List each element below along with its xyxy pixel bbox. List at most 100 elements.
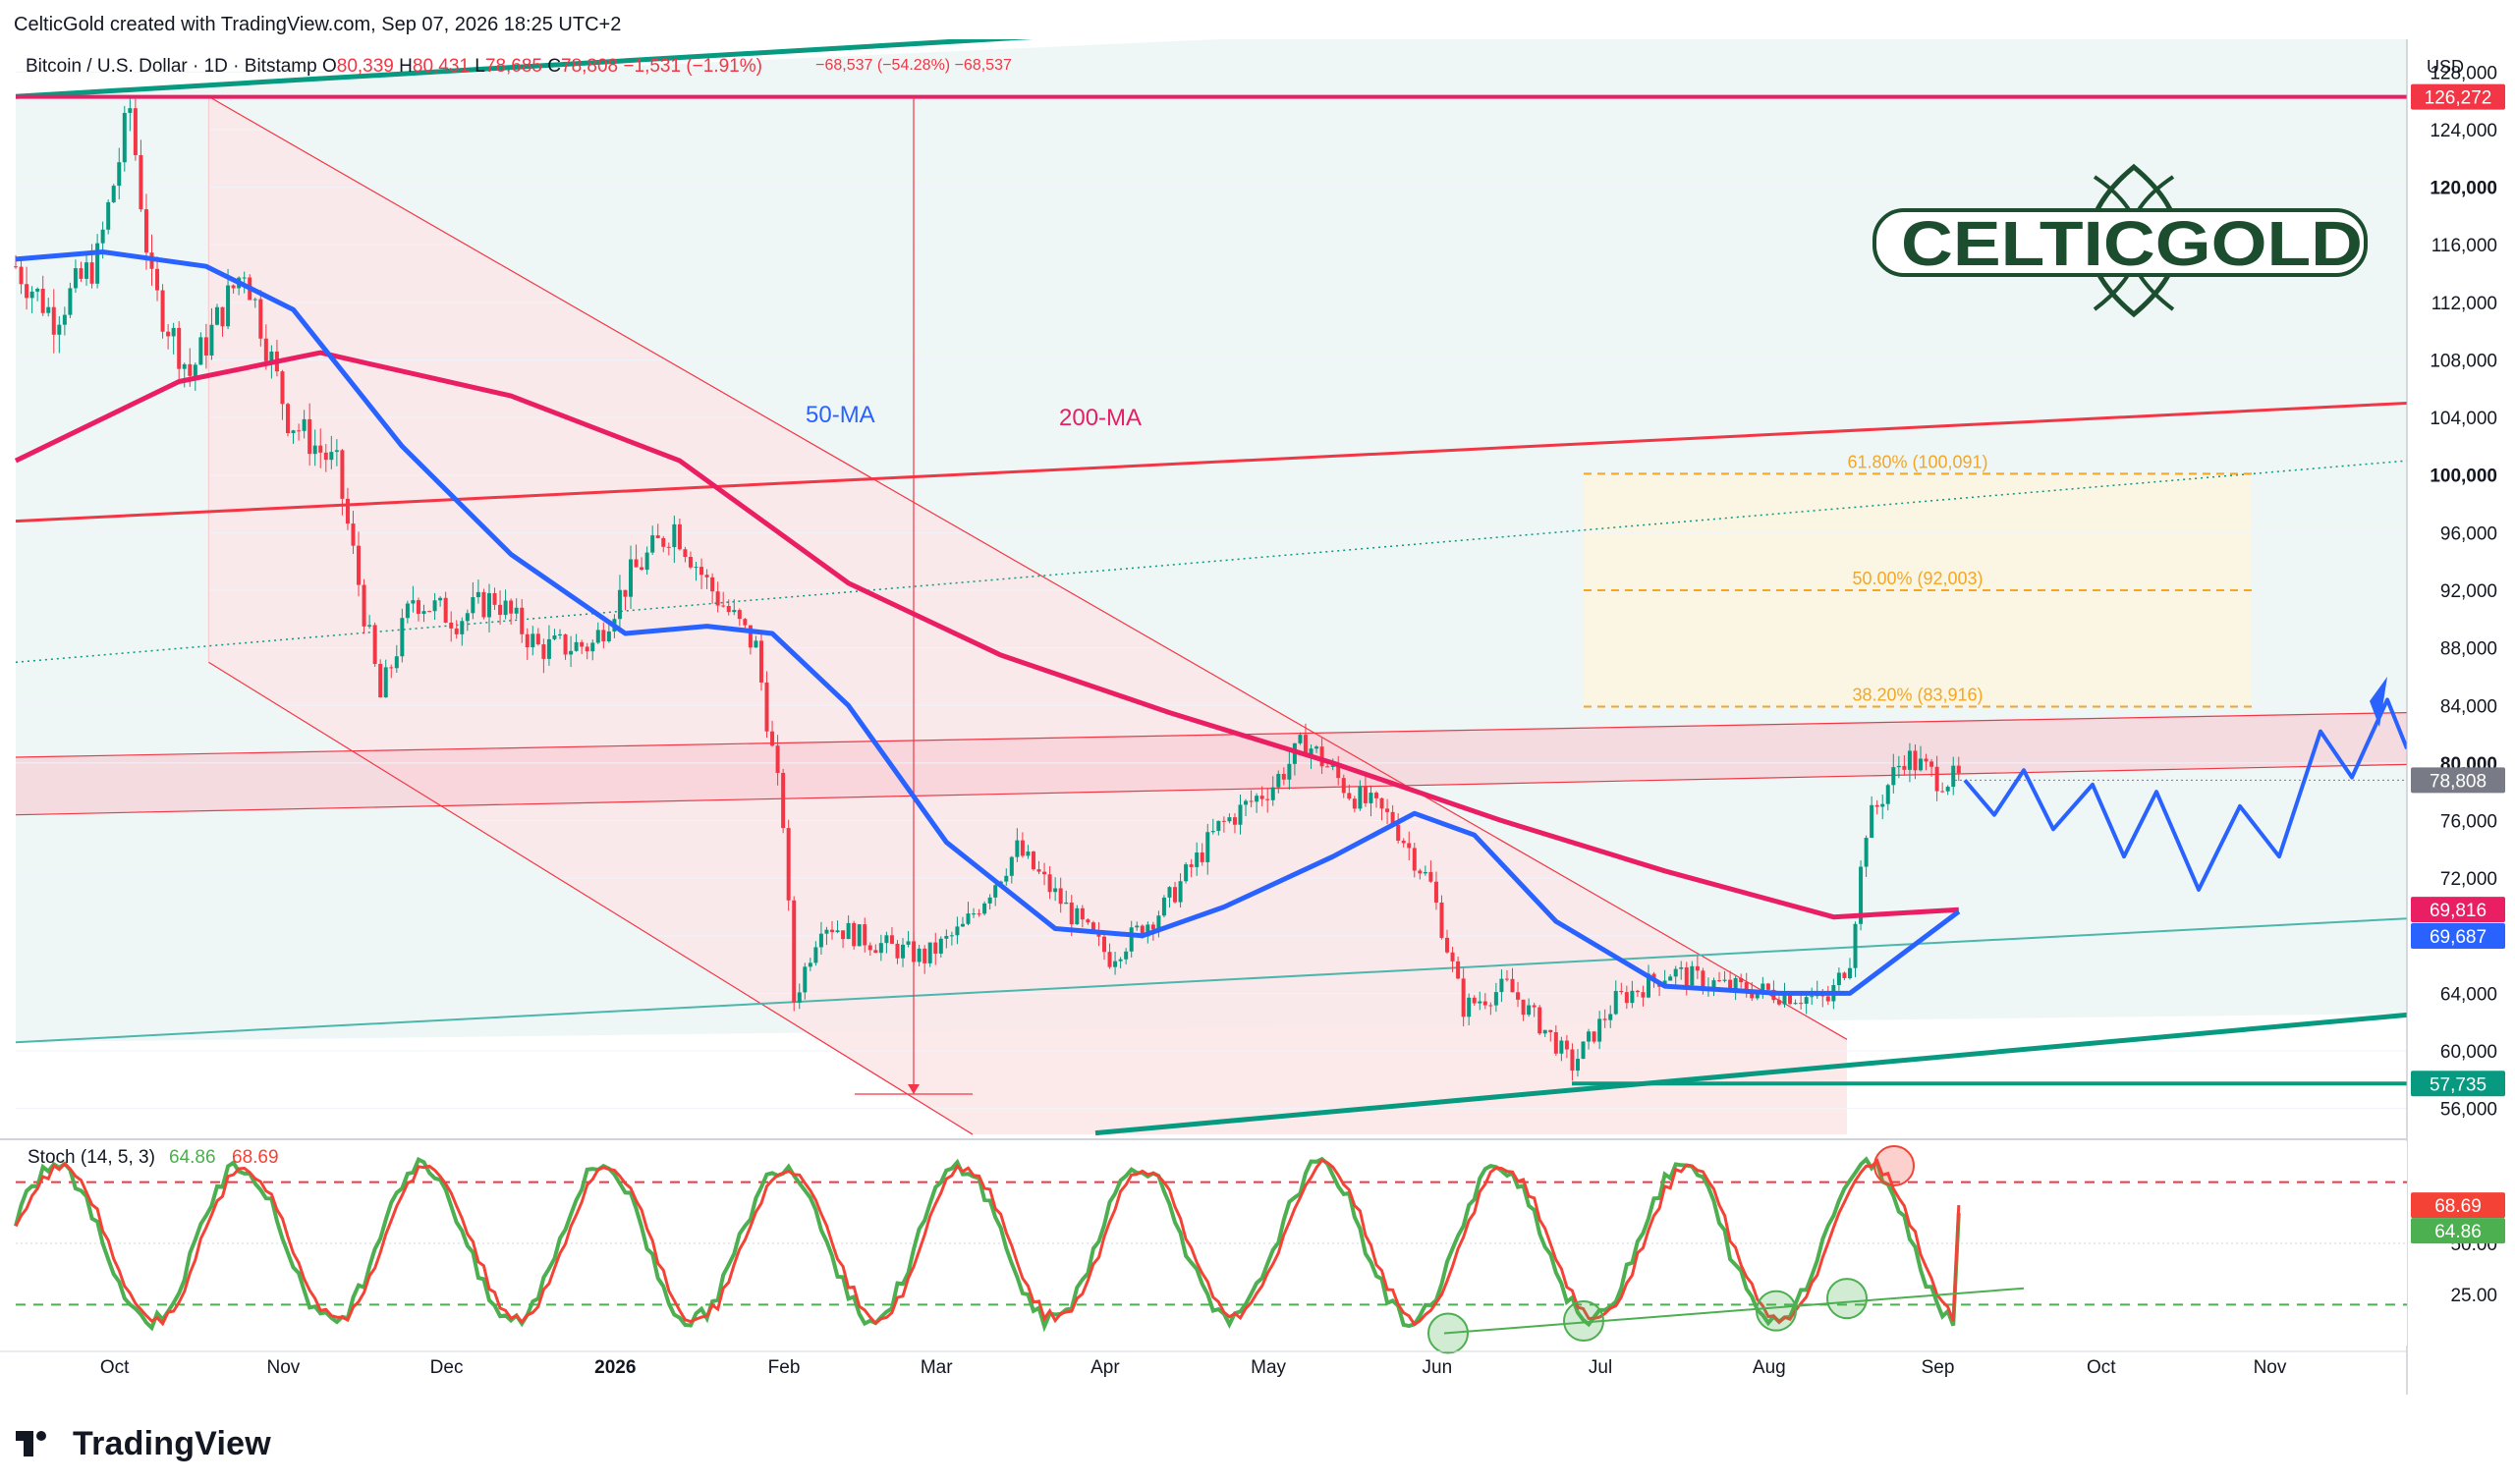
dotted-trendline bbox=[15, 460, 2408, 664]
price-tick-label: 56,000 bbox=[2440, 1100, 2497, 1121]
time-label: Feb bbox=[768, 1357, 801, 1378]
candle-body bbox=[1553, 1032, 1558, 1054]
candle-body bbox=[1015, 840, 1020, 857]
candle-body bbox=[1717, 980, 1722, 982]
time-label: Jun bbox=[1423, 1357, 1453, 1378]
candle-body bbox=[1472, 997, 1477, 1004]
candle-body bbox=[781, 772, 786, 829]
candle-body bbox=[503, 600, 508, 616]
candle-body bbox=[1270, 787, 1275, 800]
green-lower-trendline bbox=[1094, 1012, 2408, 1136]
candle-body bbox=[1559, 1040, 1564, 1054]
candle-body bbox=[471, 597, 475, 614]
chart-area[interactable]: 61.80% (100,091) 50.00% (92,003) 38.20% (8… bbox=[0, 19, 2515, 1414]
stoch-k-value: 64.86 bbox=[169, 1147, 216, 1168]
candle-body bbox=[509, 600, 514, 614]
candle-body bbox=[857, 924, 862, 947]
candle-body bbox=[79, 268, 84, 279]
candle-body bbox=[214, 306, 219, 325]
candle-body bbox=[1423, 871, 1427, 874]
candle-body bbox=[1592, 1031, 1596, 1042]
candle-body bbox=[1058, 888, 1063, 905]
stoch-low-circle bbox=[1427, 1312, 1469, 1354]
candle-body bbox=[46, 306, 51, 313]
stoch-d-line bbox=[14, 1158, 1961, 1327]
candle-body bbox=[906, 941, 911, 945]
candle-body bbox=[1913, 750, 1918, 771]
resistance-band-fill bbox=[16, 712, 2407, 815]
price-tick-label: 124,000 bbox=[2430, 121, 2497, 141]
candle-body bbox=[1189, 864, 1194, 867]
ma50-label: 50-MA bbox=[806, 402, 875, 428]
candle-body bbox=[1205, 832, 1210, 862]
candle-body bbox=[106, 201, 111, 230]
candle-body bbox=[1325, 766, 1330, 768]
measure-label: −68,537 (−54.28%) −68,537 bbox=[815, 57, 1012, 74]
candle-body bbox=[383, 667, 388, 698]
candle-body bbox=[166, 331, 171, 337]
time-label: Nov bbox=[266, 1357, 300, 1378]
price-tick-label: 60,000 bbox=[2440, 1042, 2497, 1063]
candle-body bbox=[438, 597, 443, 601]
candle-body bbox=[1129, 927, 1134, 952]
candle-body bbox=[813, 947, 818, 963]
candle-body bbox=[1456, 961, 1461, 979]
candle-body bbox=[481, 591, 486, 618]
created-text: CelticGold created with TradingView.com,… bbox=[14, 14, 622, 35]
candle-body bbox=[1086, 919, 1090, 923]
candle-body bbox=[1907, 750, 1912, 770]
price-badge-label: 78,808 bbox=[2430, 771, 2487, 792]
candle-body bbox=[525, 633, 530, 648]
candle-body bbox=[1880, 803, 1885, 807]
candle-body bbox=[1765, 983, 1770, 990]
measure-arrow bbox=[908, 1084, 920, 1095]
price-badge-label: 57,735 bbox=[2430, 1074, 2487, 1095]
candle-body bbox=[1728, 979, 1733, 990]
candle-body bbox=[362, 584, 366, 627]
stoch-d-badge bbox=[2411, 1192, 2505, 1219]
candle-body bbox=[128, 108, 133, 113]
candle-body bbox=[1782, 993, 1787, 1005]
candle-body bbox=[569, 650, 574, 655]
stoch-k-badge-label: 64.86 bbox=[2434, 1222, 2482, 1242]
candle-body bbox=[188, 363, 193, 376]
price-tick-label: 104,000 bbox=[2430, 409, 2497, 429]
stoch-low-circle bbox=[1756, 1290, 1797, 1332]
candle-body bbox=[1407, 843, 1412, 849]
candle-body bbox=[558, 633, 562, 636]
candle-body bbox=[852, 922, 857, 947]
candle-body bbox=[1287, 763, 1292, 780]
candle-body bbox=[1864, 838, 1869, 867]
candle-body bbox=[122, 112, 127, 163]
price-chart-svg[interactable]: 61.80% (100,091) 50.00% (92,003) 38.20% (8… bbox=[0, 19, 2515, 1414]
stoch-d-badge-label: 68.69 bbox=[2434, 1196, 2482, 1217]
candle-body bbox=[84, 262, 89, 279]
candle-body bbox=[1330, 765, 1335, 767]
candle-body bbox=[40, 289, 45, 313]
candle-body bbox=[634, 559, 639, 568]
price-badge bbox=[2411, 1071, 2505, 1097]
candle-body bbox=[1744, 982, 1749, 993]
candle-body bbox=[1352, 798, 1357, 809]
candle-body bbox=[1433, 881, 1438, 903]
candle-body bbox=[416, 600, 420, 614]
candle-body bbox=[1548, 1029, 1553, 1033]
candle-body bbox=[57, 324, 62, 335]
candle-body bbox=[808, 962, 812, 967]
fib-label: 38.20% (83,916) bbox=[1852, 685, 1983, 704]
candle-body bbox=[1711, 980, 1716, 988]
candle-body bbox=[1575, 1059, 1580, 1072]
time-label: May bbox=[1251, 1357, 1286, 1378]
candle-body bbox=[944, 935, 949, 939]
candle-body bbox=[1167, 887, 1172, 898]
candle-body bbox=[155, 268, 160, 291]
candle-body bbox=[1499, 978, 1504, 993]
candle-body bbox=[683, 549, 688, 558]
candle-body bbox=[884, 935, 889, 944]
candle-body bbox=[694, 567, 699, 569]
price-tick-label: 120,000 bbox=[2430, 179, 2497, 199]
candle-body bbox=[792, 900, 797, 1003]
candle-body bbox=[242, 277, 247, 279]
candle-body bbox=[629, 559, 634, 597]
candle-body bbox=[177, 327, 182, 369]
